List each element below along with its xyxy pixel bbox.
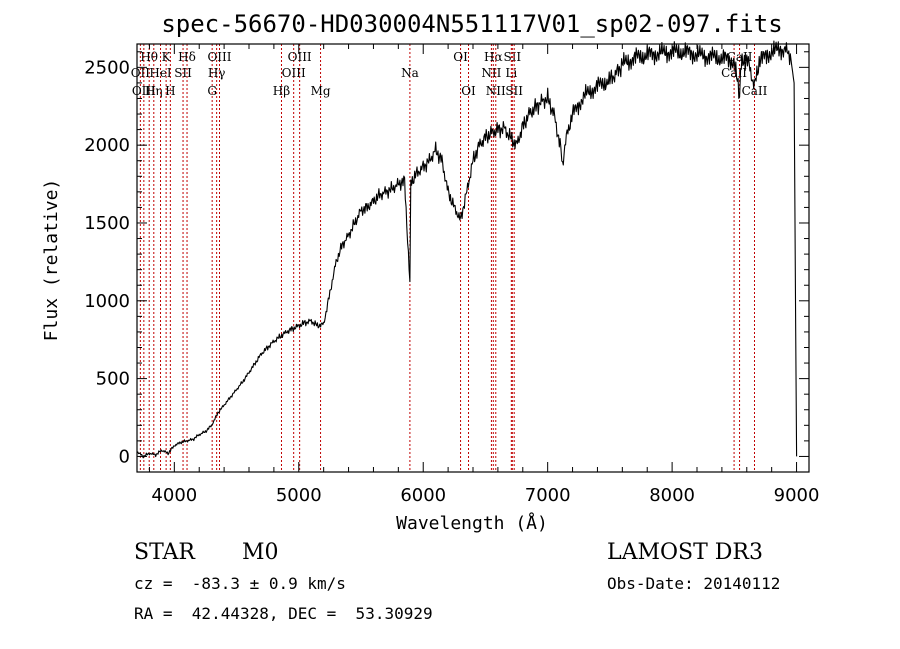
spectral-line-label: CaII <box>742 84 768 98</box>
y-tick-label: 2500 <box>84 57 130 78</box>
spectral-line-label: NII <box>486 84 506 98</box>
x-tick-label: 4000 <box>151 485 197 506</box>
spectral-line-label: Hη <box>145 84 163 98</box>
spectral-line-label: OIII <box>288 50 312 64</box>
flux-line <box>136 40 798 459</box>
spectral-line-label: OIII <box>207 50 231 64</box>
y-axis-label: Flux (relative) <box>41 179 62 342</box>
y-tick-label: 1000 <box>84 291 130 312</box>
x-tick-label: 9000 <box>774 485 820 506</box>
x-tick-label: 8000 <box>649 485 695 506</box>
observation-date: Obs-Date: 20140112 <box>607 574 781 593</box>
y-tick-label: 1500 <box>84 213 130 234</box>
flux-series <box>136 40 798 459</box>
object-class: STAR <box>134 540 195 565</box>
spectral-line-label: H <box>165 84 175 98</box>
spectral-line-label: OIII <box>282 66 306 80</box>
spectral-line-label: SII <box>503 50 521 64</box>
coordinates-readout: RA = 42.44328, DEC = 53.30929 <box>134 604 433 623</box>
x-axis-ticks: 4000 5000 6000 7000 8000 9000 <box>148 44 820 506</box>
spectral-line-label: CaII <box>721 66 747 80</box>
spectral-line-label: HeI <box>149 66 172 80</box>
spectral-line-label: K <box>162 50 172 64</box>
x-tick-label: 6000 <box>400 485 446 506</box>
y-tick-label: 0 <box>119 446 130 467</box>
redshift-readout: cz = -83.3 ± 0.9 km/s <box>134 574 346 593</box>
spectral-line-markers: HθOIIOIIIHηHeIKHSIIHδGHγOIIIHβOIIIOIIIMg… <box>131 44 768 472</box>
spectral-line-label: Li <box>505 66 517 80</box>
spectral-line-label: SII <box>174 66 192 80</box>
x-axis-label: Wavelength (Å) <box>396 512 548 534</box>
spectral-line-label: OII <box>131 66 151 80</box>
spectral-line-label: NII <box>481 66 501 80</box>
spectral-line-label: Hθ <box>140 50 158 64</box>
spectral-line-label: Hβ <box>273 84 290 98</box>
spectral-line-label: Na <box>401 66 419 80</box>
x-tick-label: 5000 <box>276 485 322 506</box>
object-subclass: M0 <box>242 540 279 565</box>
plot-frame <box>136 43 810 473</box>
x-tick-label: 7000 <box>525 485 571 506</box>
spectral-line-label: Mg <box>311 84 331 98</box>
spectral-line-label: Hδ <box>178 50 196 64</box>
survey-name: LAMOST DR3 <box>607 540 763 565</box>
y-axis-ticks: 0 500 1000 1500 2000 2500 <box>84 51 809 473</box>
y-tick-label: 2000 <box>84 135 130 156</box>
spectral-line-label: Hα <box>484 50 503 64</box>
y-tick-label: 500 <box>96 369 130 390</box>
spectral-line-label: OI <box>461 84 476 98</box>
spectral-line-label: OIII <box>132 84 156 98</box>
spectral-line-label: OI <box>453 50 468 64</box>
spectral-line-label: G <box>207 84 217 98</box>
spectral-line-label: SII <box>505 84 523 98</box>
spectral-line-label: Hγ <box>208 66 226 80</box>
chart-title: spec-56670-HD030004N551117V01_sp02-097.f… <box>161 10 782 38</box>
